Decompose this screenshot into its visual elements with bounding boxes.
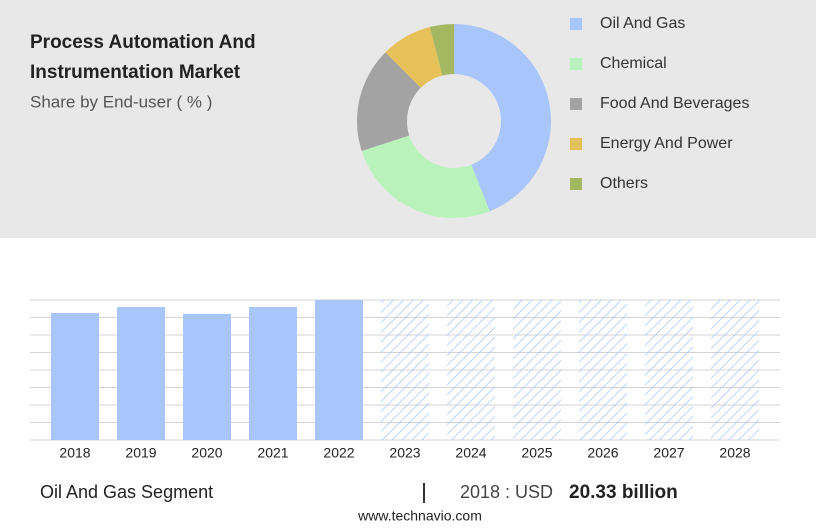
x-tick-label: 2020 (191, 445, 222, 461)
legend-label: Energy And Power (600, 135, 733, 152)
x-tick-label: 2023 (389, 445, 420, 461)
x-tick-label: 2021 (257, 445, 288, 461)
donut-slice (429, 24, 454, 76)
bar (51, 312, 99, 440)
donut-slice (454, 24, 551, 212)
bar (183, 313, 231, 440)
source: www.technavio.com (357, 508, 482, 524)
legend-swatch (570, 18, 582, 30)
donut-slice (361, 135, 490, 218)
forecast-placeholder (447, 300, 495, 440)
forecast-placeholder (513, 300, 561, 440)
legend-label: Chemical (600, 55, 667, 72)
x-tick-label: 2019 (125, 445, 156, 461)
x-tick-label: 2025 (521, 445, 552, 461)
x-tick-label: 2028 (719, 445, 750, 461)
legend-swatch (570, 178, 582, 190)
donut-slice (385, 27, 443, 88)
x-tick-label: 2018 (59, 445, 90, 461)
chart-title: Process Automation And Instrumentation Ma… (30, 32, 256, 83)
forecast-placeholder (579, 300, 627, 440)
footer-value: 20.33 billion (569, 482, 678, 503)
x-tick-label: 2022 (323, 445, 354, 461)
bar (117, 306, 165, 440)
bar (249, 306, 297, 440)
legend-swatch (570, 58, 582, 70)
legend-label: Oil And Gas (600, 15, 685, 32)
legend-swatch (570, 98, 582, 110)
segment-label: Oil And Gas Segment (40, 482, 213, 502)
legend-label: Others (600, 175, 648, 192)
forecast-placeholder (711, 300, 759, 440)
chart-subtitle: Share by End-user ( % ) (30, 92, 212, 111)
x-tick-label: 2027 (653, 445, 684, 461)
footer-label: 2018 : USD (460, 482, 553, 502)
donut-slice (357, 52, 421, 151)
legend-swatch (570, 138, 582, 150)
bar (315, 300, 363, 440)
x-tick-label: 2024 (455, 445, 486, 461)
forecast-placeholder (645, 300, 693, 440)
legend-label: Food And Beverages (600, 95, 749, 112)
x-tick-label: 2026 (587, 445, 618, 461)
forecast-placeholder (381, 300, 429, 440)
